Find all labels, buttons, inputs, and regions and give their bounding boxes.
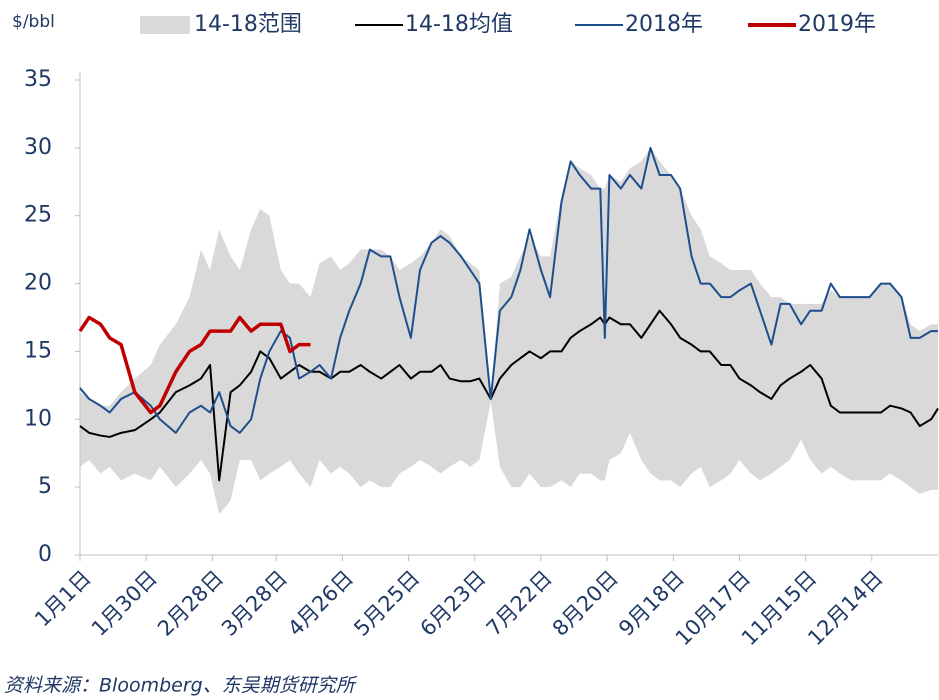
source-note: 资料来源：Bloomberg、东吴期货研究所 <box>4 675 358 697</box>
legend-label: 2019年 <box>798 12 876 37</box>
y-tick-label: 30 <box>24 135 52 160</box>
y-tick-label: 5 <box>38 474 52 499</box>
x-tick-label: 1月1日 <box>30 566 96 632</box>
y-tick-label: 20 <box>24 271 52 296</box>
x-tick-label: 1月30日 <box>87 566 162 641</box>
x-tick-label: 2月28日 <box>153 566 228 641</box>
series-line <box>79 309 939 482</box>
series-line <box>79 146 938 434</box>
y-tick-label: 35 <box>24 67 52 92</box>
x-tick-label: 3月28日 <box>217 566 292 641</box>
legend-swatch <box>140 16 190 34</box>
x-tick-label: 4月26日 <box>283 566 358 641</box>
y-tick-label: 0 <box>38 542 52 567</box>
x-tick-label: 6月23日 <box>416 566 491 641</box>
range-band <box>80 147 938 515</box>
legend-label: 14-18范围 <box>194 12 302 37</box>
legend-label: 2018年 <box>625 12 703 37</box>
series-line <box>78 315 311 415</box>
y-tick-label: 15 <box>24 338 52 363</box>
y-tick-label: 25 <box>24 203 52 228</box>
y-tick-label: 10 <box>24 406 52 431</box>
legend-label: 14-18均值 <box>405 12 513 37</box>
x-tick-label: 5月25日 <box>349 566 424 641</box>
x-tick-label: 7月22日 <box>482 566 557 641</box>
x-tick-label: 8月20日 <box>548 566 623 641</box>
y-unit: $/bbl <box>12 12 55 32</box>
